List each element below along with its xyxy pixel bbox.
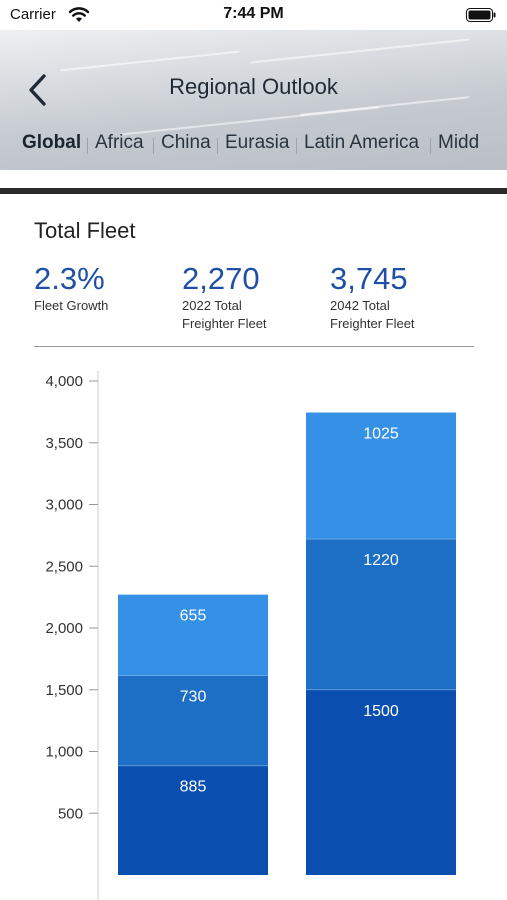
tab-middle-east[interactable]: Midd <box>438 132 480 153</box>
y-tick-label: 1,500 <box>45 682 83 699</box>
bar-data-label: 730 <box>180 689 207 706</box>
bar-data-label: 1220 <box>363 552 399 569</box>
tab-separator <box>430 138 431 154</box>
stat-label: Fleet Growth <box>34 298 109 313</box>
y-tick-label: 2,500 <box>45 558 83 575</box>
stat-value: 2,270 <box>182 261 260 296</box>
tab-global[interactable]: Global <box>22 132 82 153</box>
stat-value: 2.3% <box>34 261 105 296</box>
y-tick-label: 500 <box>58 805 83 822</box>
fleet-bar-chart: 500 1,000 1,500 2,000 2,500 3,000 3,500 4,000 88… <box>45 371 456 900</box>
header-divider <box>0 188 507 194</box>
section-divider <box>34 346 474 347</box>
bar-segment <box>118 594 268 676</box>
header: Regional Outlook Global Africa China Eur… <box>0 30 507 170</box>
tab-separator <box>153 138 154 154</box>
battery-icon <box>466 8 496 22</box>
section-title: Total Fleet <box>34 218 136 243</box>
page-title: Regional Outlook <box>169 74 338 99</box>
stat-label: 2042 Total <box>330 298 390 313</box>
tab-separator <box>217 138 218 154</box>
y-tick-label: 2,000 <box>45 620 83 637</box>
region-tabs: Global Africa China Eurasia Latin Americ… <box>0 132 507 162</box>
y-tick-label: 1,000 <box>45 744 83 761</box>
bar-segment <box>118 765 268 875</box>
carrier-label: Carrier <box>10 6 56 23</box>
stat-2022-fleet: 2,270 2022 Total Freighter Fleet <box>182 262 267 332</box>
tab-china[interactable]: China <box>161 132 211 153</box>
bar-data-label: 1500 <box>363 703 399 720</box>
tab-separator <box>296 138 297 154</box>
stat-label: 2022 Total <box>182 298 242 313</box>
tab-eurasia[interactable]: Eurasia <box>225 132 290 153</box>
status-bar: Carrier 7:44 PM <box>0 0 507 30</box>
bar-data-label: 1025 <box>363 425 399 442</box>
bar-data-label: 885 <box>180 779 207 796</box>
stat-label: Freighter Fleet <box>182 316 267 331</box>
stat-2042-fleet: 3,745 2042 Total Freighter Fleet <box>330 262 415 332</box>
clock: 7:44 PM <box>223 5 284 22</box>
tab-separator <box>87 138 88 154</box>
stat-fleet-growth: 2.3% Fleet Growth <box>34 262 108 316</box>
y-tick-label: 3,500 <box>45 435 83 452</box>
bar-segment <box>306 689 456 875</box>
stat-value: 3,745 <box>330 261 408 296</box>
bar-data-label: 655 <box>180 608 207 625</box>
tab-latin-america[interactable]: Latin America <box>304 132 420 153</box>
y-tick-label: 3,000 <box>45 497 83 514</box>
bar-segment <box>306 412 456 540</box>
bar-segment <box>306 539 456 690</box>
tab-africa[interactable]: Africa <box>95 132 144 153</box>
stat-label: Freighter Fleet <box>330 316 415 331</box>
bar-segment <box>118 675 268 766</box>
back-chevron-icon[interactable] <box>26 72 52 108</box>
y-tick-label: 4,000 <box>45 373 83 390</box>
wifi-icon <box>68 7 90 22</box>
